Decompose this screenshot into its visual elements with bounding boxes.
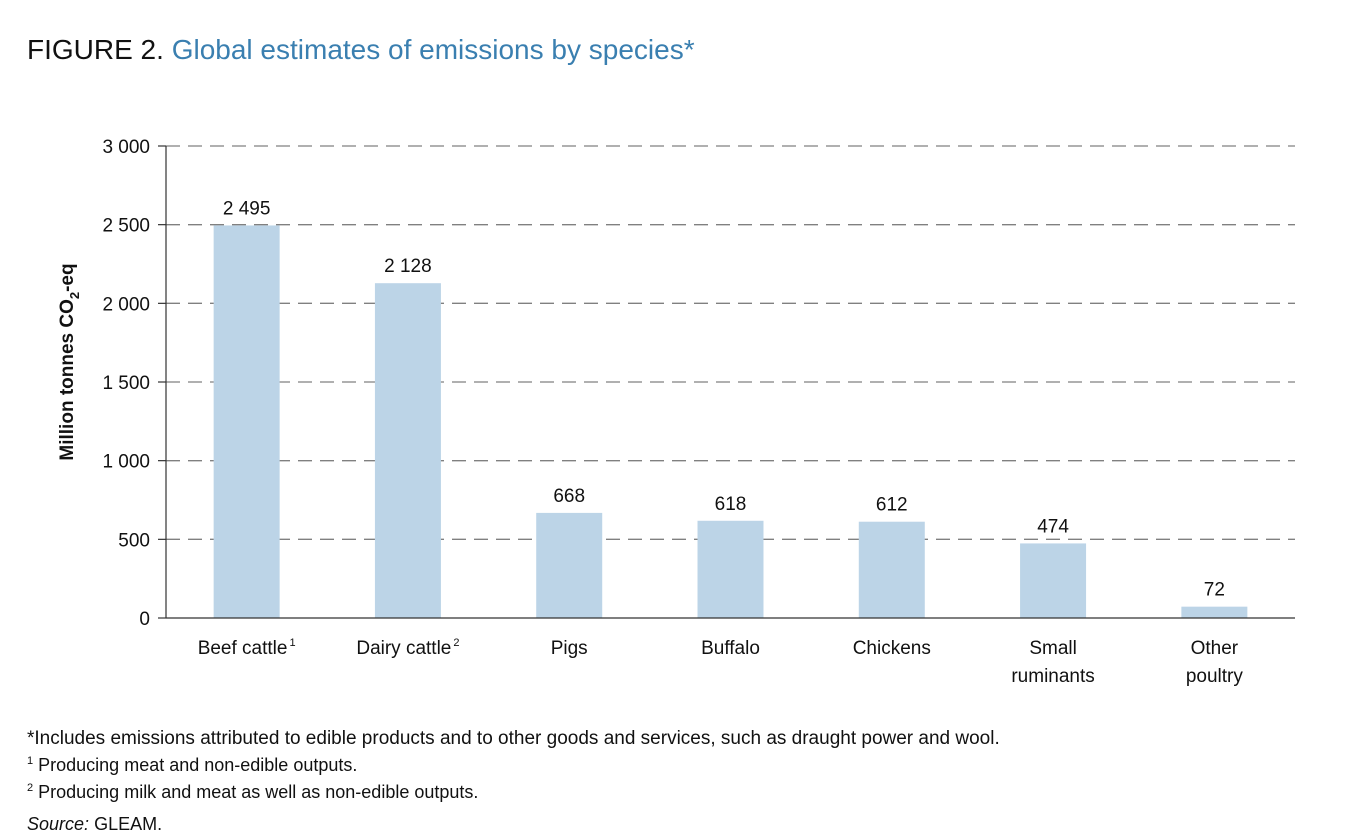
- y-tick-label: 3 000: [102, 137, 150, 158]
- figure-title: FIGURE 2. Global estimates of emissions …: [27, 34, 695, 66]
- x-tick-label: Small: [1029, 638, 1077, 659]
- bar-chart: 0 500 1 000 1 500 2 000 2 500 3 000 Beef cattl…: [57, 137, 1295, 687]
- bar: [1181, 606, 1248, 618]
- value-label: 474: [1037, 516, 1069, 537]
- value-label: 612: [876, 495, 908, 516]
- y-tick-label: 1 000: [102, 452, 150, 473]
- value-label: 72: [1204, 580, 1225, 601]
- figure-notes: *Includes emissions attributed to edible…: [27, 727, 1000, 836]
- y-tick-label: 2 500: [102, 216, 150, 237]
- y-axis-label: Million tonnes CO2-eq: [57, 263, 82, 460]
- x-tick-label: poultry: [1186, 666, 1244, 687]
- bar: [213, 225, 280, 618]
- value-label: 2 128: [384, 256, 432, 277]
- figure-description: Global estimates of emissions by species…: [171, 34, 695, 65]
- value-label: 668: [553, 486, 585, 507]
- footnote-2-text: Producing milk and meat as well as non-e…: [38, 782, 479, 802]
- figure-label: FIGURE 2.: [27, 34, 164, 65]
- footnote-1-text: Producing meat and non-edible outputs.: [38, 755, 358, 775]
- x-tick-label: Dairy cattle 2: [356, 637, 459, 659]
- x-tick-label: Pigs: [551, 638, 588, 659]
- footnote-1: 1 Producing meat and non-edible outputs.: [27, 750, 1000, 777]
- y-tick-label: 1 500: [102, 373, 150, 394]
- bar: [858, 521, 925, 618]
- footnote-1-mark: 1: [27, 755, 34, 767]
- bar: [536, 512, 603, 618]
- bar: [1020, 543, 1087, 618]
- y-tick-label: 0: [139, 609, 150, 630]
- source-label: Source:: [27, 814, 90, 834]
- value-labels: 2 495 2 128 668 618 612 474 72: [223, 198, 1225, 600]
- source-note: Source: GLEAM.: [27, 813, 1000, 836]
- grid-lines: [166, 145, 1295, 540]
- x-tick-label: ruminants: [1011, 666, 1094, 687]
- axes: [158, 145, 1295, 619]
- y-tick-label: 2 000: [102, 294, 150, 315]
- x-tick-label: Other: [1191, 638, 1239, 659]
- bars: [213, 225, 1248, 618]
- x-tick-labels: Beef cattle 1 Dairy cattle 2 Pigs Buffalo Chic…: [198, 637, 1244, 687]
- source-text: GLEAM.: [94, 814, 163, 834]
- y-tick-labels: 0 500 1 000 1 500 2 000 2 500 3 000: [102, 137, 150, 630]
- x-tick-label: Chickens: [853, 638, 931, 659]
- value-label: 618: [715, 494, 747, 515]
- asterisk-note: *Includes emissions attributed to edible…: [27, 728, 1000, 749]
- footnote-2-mark: 2: [27, 782, 34, 794]
- y-tick-label: 500: [118, 530, 150, 551]
- x-tick-label: Buffalo: [701, 638, 760, 659]
- bar: [697, 520, 764, 618]
- footnote-2: 2 Producing milk and meat as well as non…: [27, 777, 1000, 804]
- bar: [374, 283, 441, 618]
- x-tick-label: Beef cattle 1: [198, 637, 296, 659]
- value-label: 2 495: [223, 198, 271, 219]
